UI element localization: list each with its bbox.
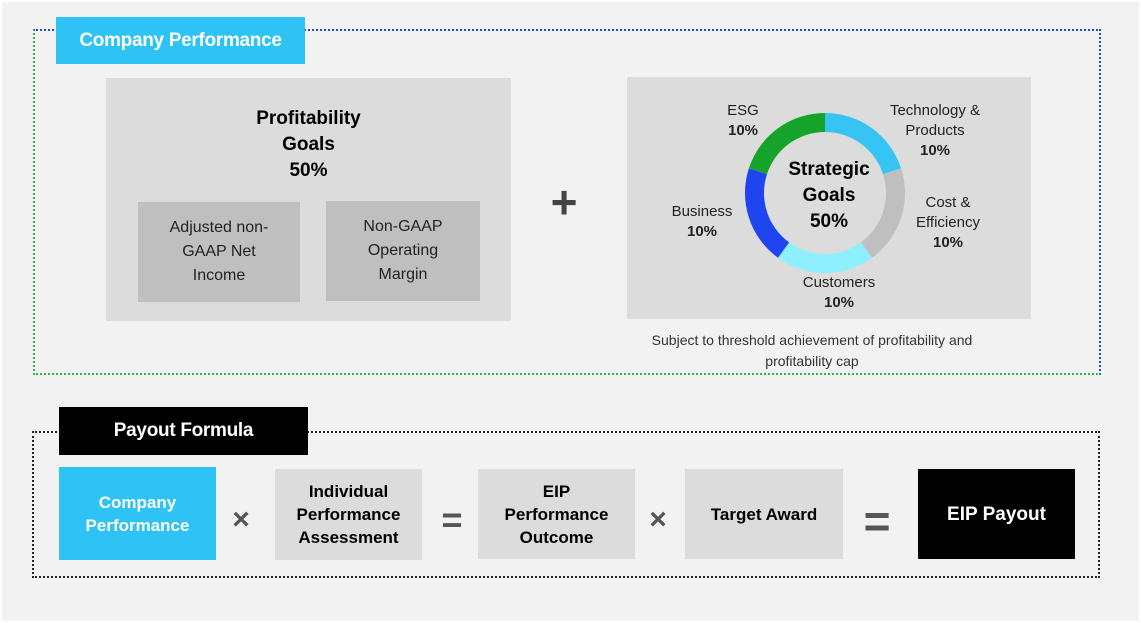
segment-pct: 10% <box>823 294 855 311</box>
strategic-center-line1: Strategic <box>788 159 870 180</box>
company-performance-frame <box>33 29 1101 375</box>
segment-name: Cost & <box>925 194 971 211</box>
formula-target-award: Target Award <box>685 469 843 559</box>
equals-icon: = <box>863 495 891 547</box>
segment-label-customers: Customers 10% <box>789 273 889 313</box>
threshold-note: Subject to threshold achievement of prof… <box>651 332 973 369</box>
multiply-icon: × <box>649 503 667 536</box>
profitability-goals-box: Profitability Goals 50% Adjusted non-GAA… <box>106 78 511 321</box>
donut-segment-0 <box>825 113 902 175</box>
segment-name-line2: Efficiency <box>916 214 980 231</box>
donut-segment-1 <box>860 168 905 258</box>
segment-name: Customers <box>802 274 876 291</box>
strategic-goals-box: Strategic Goals 50% Technology & Product… <box>627 77 1031 319</box>
strategic-goals-donut <box>745 113 905 273</box>
profitability-title-line1: Profitability <box>256 108 361 129</box>
formula-individual-assessment: Individual Performance Assessment <box>275 469 422 560</box>
segment-label-esg: ESG 10% <box>713 101 773 141</box>
formula-eip-outcome: EIP Performance Outcome <box>478 469 635 559</box>
donut-segment-4 <box>748 113 825 175</box>
segment-name-line2: Products <box>905 122 965 139</box>
plus-icon: + <box>550 176 578 228</box>
payout-formula-frame <box>32 431 1100 578</box>
company-performance-label: Company Performance <box>56 17 305 64</box>
payout-formula-label: Payout Formula <box>59 407 308 455</box>
multiply-icon: × <box>232 503 250 536</box>
segment-label-business: Business 10% <box>657 202 747 242</box>
formula-eip-payout-label: EIP Payout <box>947 503 1046 525</box>
segment-name: ESG <box>727 102 759 119</box>
formula-individual-assessment-label: Individual Performance Assessment <box>296 482 401 547</box>
donut-segment-2 <box>777 242 873 273</box>
segment-pct: 10% <box>932 234 964 251</box>
equals-icon: = <box>441 499 463 540</box>
strategic-goals-center: Strategic Goals 50% <box>774 157 884 235</box>
profitability-weight: 50% <box>289 160 328 181</box>
profitability-title-line2: Goals <box>282 134 335 155</box>
strategic-center-line2: Goals <box>802 185 856 206</box>
formula-target-award-label: Target Award <box>710 504 818 524</box>
segment-pct: 10% <box>727 122 759 139</box>
donut-segment-3 <box>745 168 790 258</box>
strategic-weight: 50% <box>809 211 849 232</box>
metric-adjusted-net-income-label: Adjusted non-GAAP Net Income <box>169 219 269 284</box>
formula-company-performance: Company Performance <box>59 467 216 560</box>
segment-pct: 10% <box>686 223 718 240</box>
formula-eip-payout: EIP Payout <box>918 469 1075 559</box>
metric-operating-margin-label: Non-GAAP Operating Margin <box>363 218 443 283</box>
segment-label-cost-efficiency: Cost & Efficiency 10% <box>903 193 993 253</box>
segment-name: Technology & <box>889 102 981 119</box>
metric-operating-margin: Non-GAAP Operating Margin <box>326 201 480 301</box>
segment-pct: 10% <box>919 142 951 159</box>
segment-label-technology-products: Technology & Products 10% <box>875 101 995 161</box>
segment-name: Business <box>671 203 733 220</box>
metric-adjusted-net-income: Adjusted non-GAAP Net Income <box>138 202 300 302</box>
formula-company-performance-label: Company Performance <box>85 492 190 535</box>
profitability-goals-title: Profitability Goals 50% <box>106 106 511 184</box>
formula-eip-outcome-label: EIP Performance Outcome <box>504 481 609 547</box>
